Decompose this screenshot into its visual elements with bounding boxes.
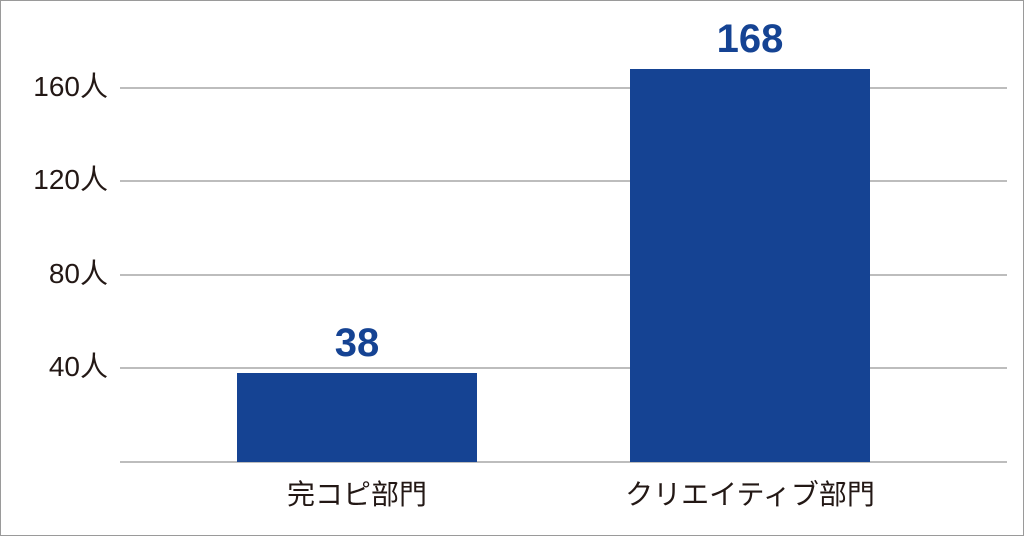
y-tick-label: 160人: [33, 70, 108, 102]
bar-value-label: 168: [716, 16, 784, 61]
gridline: [120, 86, 1007, 89]
bar: [237, 373, 477, 462]
gridline: [120, 367, 1007, 370]
bar-value-label: 38: [334, 321, 380, 366]
bar: [630, 68, 870, 462]
x-category-label: クリエイティブ部門: [625, 478, 875, 511]
y-tick-label: 40人: [48, 351, 108, 383]
gridline: [120, 180, 1007, 183]
x-category-label: 完コピ部門: [286, 478, 427, 511]
y-tick-label: 120人: [33, 164, 108, 196]
gridline: [120, 273, 1007, 276]
y-tick-label: 80人: [48, 257, 108, 289]
x-axis-baseline: [120, 461, 1007, 463]
